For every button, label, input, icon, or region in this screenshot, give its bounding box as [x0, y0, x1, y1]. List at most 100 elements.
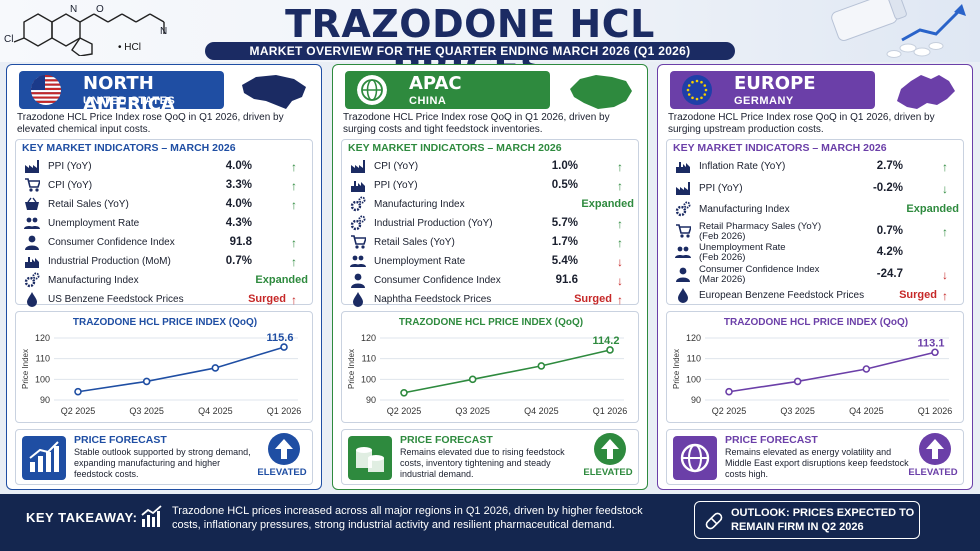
indicator-value: 5.7%: [551, 217, 578, 229]
indicator-label: Consumer Confidence Index: [48, 237, 175, 248]
y-tick-label: 120: [686, 333, 701, 343]
forecast-title: PRICE FORECAST: [400, 434, 493, 446]
indicator-row: Manufacturing Index Expanded: [675, 201, 959, 219]
arrow-up-icon: ↑: [291, 198, 297, 212]
kmi-heading: KEY MARKET INDICATORS – MARCH 2026: [348, 142, 562, 154]
person-icon: [675, 266, 691, 282]
arrow-up-icon: ↑: [617, 293, 623, 307]
indicator-value: 91.8: [229, 236, 252, 248]
arrow-up-icon: [594, 433, 626, 465]
x-tick-label: Q3 2025: [455, 406, 490, 416]
indicator-label: Naphtha Feedstock Prices: [374, 294, 492, 305]
header: N O Cl N • HCl TRAZODONE HCL PRICES MARK…: [0, 0, 980, 90]
data-point: [211, 364, 220, 372]
y-axis-label: Price Index: [347, 349, 356, 389]
indicator-value: 91.6: [555, 274, 578, 286]
person-icon: [350, 272, 366, 288]
forecast-icon: [22, 436, 66, 480]
arrow-up-icon: [268, 433, 300, 465]
data-point: [725, 387, 733, 396]
arrow-down-icon: ↓: [942, 181, 948, 196]
panel-ap: APAC CHINA Trazodone HCL Price Index ros…: [332, 64, 648, 490]
indicator-label: Retail Pharmacy Sales (YoY): [699, 220, 822, 232]
arrow-up-icon: ↑: [291, 179, 297, 193]
x-tick-label: Q4 2025: [524, 406, 559, 416]
indicator-value: 3.3%: [225, 179, 252, 191]
person-icon: [24, 234, 40, 250]
outlook-box: OUTLOOK: PRICES EXPECTED TO REMAIN FIRM …: [694, 501, 920, 539]
indicator-sublabel: (Feb 2026): [699, 252, 746, 263]
indicator-label: Consumer Confidence Index: [699, 263, 820, 275]
region-description: Trazodone HCL Price Index rose QoQ in Q1…: [343, 112, 610, 135]
region-flag-icon: [31, 75, 61, 105]
indicator-label: Manufacturing Index: [374, 199, 465, 210]
key-takeaway-label: KEY TAKEAWAY:: [26, 510, 138, 525]
indicator-value: 5.4%: [551, 255, 578, 267]
region-title: APAC CHINA: [345, 71, 550, 109]
data-point: [400, 388, 408, 397]
arrow-down-icon: ↓: [617, 255, 623, 269]
indicator-row: European Benzene Feedstock Prices Surged ↑: [675, 287, 959, 305]
indicator-value: 1.7%: [551, 236, 578, 248]
chemical-structure-icon: [13, 13, 165, 56]
basket-icon: [24, 196, 40, 212]
indicator-row: Consumer Confidence Index 91.6 ↓: [350, 272, 634, 290]
region-flag-icon: [682, 75, 712, 105]
capsule-icon: [705, 512, 723, 530]
indicator-label: Consumer Confidence Index: [374, 275, 501, 286]
y-tick-label: 120: [361, 333, 376, 343]
price-index-chart: TRAZODONE HCL PRICE INDEX (QoQ) 90 100 110 1…: [15, 311, 313, 423]
forecast-text: Remains elevated as energy volatility an…: [725, 447, 909, 479]
arrow-down-icon: ↓: [617, 274, 623, 288]
indicator-status: Surged: [248, 293, 286, 305]
arrow-up-icon: ↑: [617, 179, 623, 193]
forecast-icon: [673, 436, 717, 480]
region-description: Trazodone HCL Price Index rose QoQ in Q1…: [668, 112, 935, 135]
cart-icon: [24, 177, 42, 193]
price-forecast: PRICE FORECAST Stable outlook supported …: [15, 429, 313, 485]
panel-na: NORTH AMERICA UNITED STATES Trazodone HC…: [6, 64, 322, 490]
indicator-status: Expanded: [906, 203, 959, 215]
x-tick-label: Q2 2025: [712, 406, 747, 416]
arrow-up-icon: ↑: [942, 289, 948, 303]
region-name: EUROPE: [734, 73, 816, 94]
data-label: 115.6: [267, 332, 294, 344]
y-tick-label: 100: [361, 374, 376, 384]
arrow-up-icon: ↑: [942, 160, 948, 174]
indicator-value: 4.3%: [225, 217, 252, 229]
indicator-label: Retail Sales (YoY): [48, 199, 129, 210]
x-tick-label: Q1 2026: [918, 406, 953, 416]
chem-atom-n2: N: [160, 26, 168, 37]
region-description: Trazodone HCL Price Index rose QoQ in Q1…: [17, 112, 284, 135]
indicator-label: Manufacturing Index: [699, 204, 790, 215]
chem-atom-n: N: [70, 4, 78, 15]
pill-bottle-icon: [831, 0, 966, 58]
indicator-sublabel: (Feb 2026): [699, 230, 746, 242]
y-tick-label: 120: [35, 333, 50, 343]
indicator-row: Unemployment Rate 4.3%: [24, 215, 308, 233]
data-point: [862, 365, 871, 373]
indicator-label: Unemployment Rate: [699, 242, 786, 253]
chart-title: TRAZODONE HCL PRICE INDEX (QoQ): [724, 317, 908, 328]
salt-label: • HCl: [118, 42, 141, 53]
indicator-status: Surged: [574, 293, 612, 305]
y-tick-label: 90: [40, 395, 50, 405]
line-chart: TRAZODONE HCL PRICE INDEX (QoQ) 90 100 110 1…: [672, 317, 953, 416]
y-axis-label: Price Index: [672, 349, 681, 389]
cart-icon: [350, 234, 368, 250]
key-market-indicators: KEY MARKET INDICATORS – MARCH 2026 CPI (…: [341, 139, 639, 307]
region-map-icon: [897, 75, 955, 109]
region-name: NORTH AMERICA: [83, 73, 175, 115]
y-tick-label: 110: [687, 354, 701, 364]
industry-icon: [350, 177, 366, 193]
x-tick-label: Q1 2026: [593, 406, 628, 416]
indicator-label: Manufacturing Index: [48, 275, 139, 286]
panel-eu: EUROPE GERMANY Trazodone HCL Price Index…: [657, 64, 973, 490]
indicator-row: Unemployment Rate (Feb 2026) 4.2%: [675, 242, 959, 263]
price-forecast: PRICE FORECAST Remains elevated as energ…: [666, 429, 964, 485]
series-line: [77, 346, 285, 393]
drop-icon: [675, 287, 691, 303]
indicator-status: Surged: [899, 289, 937, 301]
price-forecast: PRICE FORECAST Remains elevated due to r…: [341, 429, 639, 485]
data-point: [74, 387, 82, 396]
